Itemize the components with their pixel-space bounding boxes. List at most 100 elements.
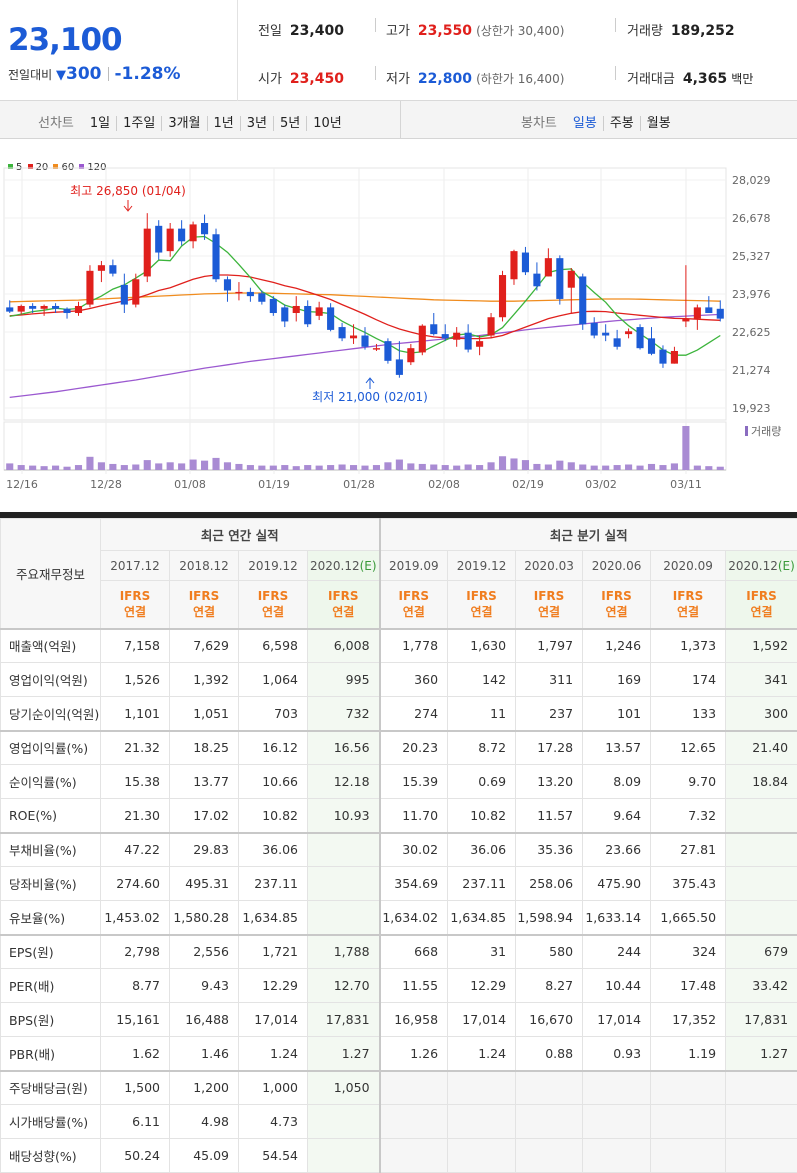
table-cell: 324	[650, 933, 727, 969]
table-cell: 54.54	[238, 1138, 308, 1173]
volume-bar	[40, 466, 48, 470]
y-tick-label: 23,976	[732, 288, 771, 301]
x-tick-label: 01/08	[174, 478, 206, 491]
table-cell: 10.93	[306, 798, 381, 833]
table-cell: 1.27	[306, 1036, 381, 1071]
table-cell	[650, 1069, 727, 1105]
table-cell: 4.98	[169, 1104, 239, 1139]
candle-body	[143, 228, 151, 277]
table-cell: 36.06	[238, 831, 308, 867]
table-cell: 1,500	[100, 1069, 170, 1105]
table-cell: 17,831	[306, 1002, 381, 1037]
table-cell: 668	[378, 933, 449, 969]
ma20-line	[9, 274, 721, 340]
table-cell: 10.44	[582, 968, 652, 1003]
table-cell: 1.24	[238, 1036, 308, 1071]
period-1y[interactable]: 1년	[206, 116, 240, 131]
table-cell	[306, 1104, 381, 1139]
volume-bar	[29, 465, 37, 470]
volume-legend-label: 거래량	[751, 425, 781, 438]
period-header: 2019.09	[378, 550, 449, 581]
candle-body	[647, 338, 656, 354]
table-cell	[725, 1069, 797, 1105]
candle-body	[384, 341, 392, 361]
basis-header: IFRS 연결	[515, 580, 584, 629]
table-cell: 580	[515, 933, 584, 969]
table-cell: 274	[378, 696, 449, 731]
low-arrow-icon	[365, 377, 375, 389]
volume-bar	[453, 465, 461, 470]
period-3y[interactable]: 3년	[239, 116, 273, 131]
volume-bar	[349, 465, 358, 470]
table-cell: 7,629	[169, 627, 239, 663]
volume-bar	[166, 462, 174, 470]
table-cell: 18.84	[725, 764, 797, 799]
candle-body	[498, 275, 507, 318]
table-row: PER(배) 8.77 9.43 12.29 12.70 11.55 12.29 8.27 10…	[0, 968, 797, 1003]
candle-body	[109, 265, 117, 274]
table-cell: 142	[447, 662, 517, 697]
volume-bar	[109, 463, 117, 470]
period-header: 2020.03	[515, 550, 584, 581]
y-tick-label: 19,923	[732, 402, 771, 415]
row-label: 유보율(%)	[0, 900, 101, 935]
x-tick-label: 12/16	[6, 478, 38, 491]
table-cell	[447, 1138, 517, 1173]
volume-bar	[521, 460, 529, 470]
volume-bar	[659, 465, 667, 470]
candle-monthly[interactable]: 월봉	[639, 116, 677, 131]
x-tick-label: 01/28	[343, 478, 375, 491]
row-label: EPS(원)	[0, 933, 101, 969]
table-cell: 1,200	[169, 1069, 239, 1105]
period-10y[interactable]: 10년	[306, 116, 348, 131]
table-cell	[582, 1104, 652, 1139]
period-1d[interactable]: 1일	[89, 116, 111, 131]
table-cell	[378, 1069, 449, 1105]
candle-daily[interactable]: 일봉	[572, 116, 597, 131]
volume-bar	[97, 462, 105, 470]
basis-header: IFRS 연결	[725, 580, 797, 629]
candle-body	[682, 318, 690, 322]
table-cell: 18.25	[169, 729, 239, 765]
candle-body	[40, 305, 48, 309]
volume-bar	[246, 465, 254, 470]
table-cell: 0.93	[582, 1036, 652, 1071]
volume-bar	[498, 456, 507, 470]
candle-body	[693, 307, 701, 319]
table-cell: 1.46	[169, 1036, 239, 1071]
period-5y[interactable]: 5년	[273, 116, 307, 131]
table-row: BPS(원) 15,161 16,488 17,014 17,831 16,958 17,0…	[0, 1002, 797, 1037]
candle-body	[189, 224, 197, 242]
candle-weekly[interactable]: 주봉	[602, 116, 640, 131]
table-cell: 133	[650, 696, 727, 731]
candle-body	[613, 338, 621, 347]
table-cell: 237.11	[447, 866, 517, 901]
candle-body	[269, 298, 277, 314]
candle-body	[464, 332, 472, 350]
row-header-title: 주요재무정보	[0, 518, 101, 629]
table-cell: 1,634.02	[378, 900, 449, 935]
table-cell: 27.81	[650, 831, 727, 867]
table-cell	[447, 1069, 517, 1105]
table-cell: 1,634.85	[447, 900, 517, 935]
table-cell: 11	[447, 696, 517, 731]
candle-body	[86, 270, 94, 305]
candle-body	[602, 332, 610, 336]
table-cell: 29.83	[169, 831, 239, 867]
candle-body	[659, 349, 667, 364]
period-1w[interactable]: 1주일	[116, 116, 162, 131]
table-cell: 1.19	[650, 1036, 727, 1071]
y-tick-label: 26,678	[732, 212, 771, 225]
annual-title: 최근 연간 실적	[99, 518, 381, 551]
candle-body	[441, 334, 449, 339]
table-cell: 13.77	[169, 764, 239, 799]
table-cell: 375.43	[650, 866, 727, 901]
table-cell: 495.31	[169, 866, 239, 901]
table-row: 영업이익(억원) 1,526 1,392 1,064 995 360 142 311 169 17…	[0, 662, 797, 697]
table-cell: 45.09	[169, 1138, 239, 1173]
volume-bar	[120, 465, 128, 470]
basis-header: IFRS 연결	[447, 580, 517, 629]
ma120-line	[9, 313, 721, 399]
candle-body	[120, 284, 128, 305]
period-3m[interactable]: 3개월	[161, 116, 207, 131]
